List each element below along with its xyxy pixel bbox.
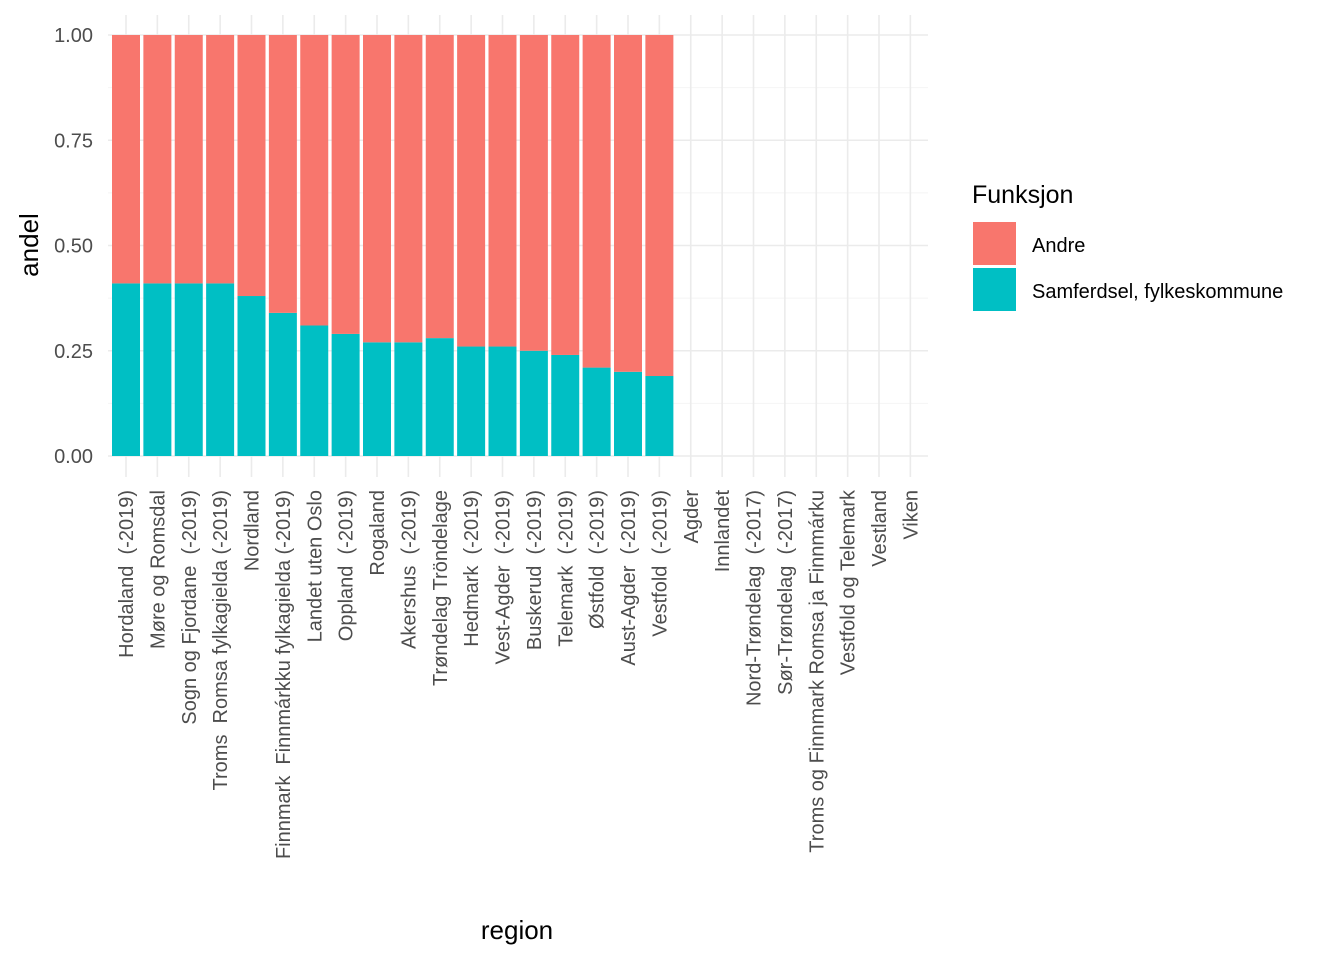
x-tick-label: Innlandet xyxy=(712,490,734,573)
bar-segment xyxy=(582,35,611,368)
y-tick-label: 0.00 xyxy=(54,446,93,468)
y-tick-label: 0.75 xyxy=(54,130,93,152)
bar-segment xyxy=(614,35,642,372)
bar-segment xyxy=(645,376,674,456)
bar-segment xyxy=(268,312,297,456)
legend-title: Funksjon xyxy=(972,181,1073,209)
x-tick-label: Oppland (-2019) xyxy=(336,490,358,641)
x-tick-label: Buskerud (-2019) xyxy=(524,490,546,650)
x-tick-label: Finnmark Finnmárkku fylkagielda (-2019) xyxy=(273,490,295,859)
x-tick-label: Hedmark (-2019) xyxy=(461,490,483,647)
y-axis-ticks: 0.00 0.25 0.50 0.75 1.00 xyxy=(54,25,93,468)
bar-segment xyxy=(300,35,329,326)
bar-segment xyxy=(645,35,674,377)
bar-segment xyxy=(363,35,391,343)
legend: Funksjon Andre Samferdsel, fylkeskommune xyxy=(972,181,1283,311)
x-tick-label: Viken xyxy=(900,490,922,540)
bar-segment xyxy=(519,350,548,456)
x-tick-label: Akershus (-2019) xyxy=(398,490,420,649)
x-tick-label: Vestfold og Telemark xyxy=(838,489,860,675)
bar-segment xyxy=(237,296,266,456)
bar-segment xyxy=(206,283,235,456)
bar-segment xyxy=(206,35,235,284)
x-axis-title: region xyxy=(481,915,553,945)
legend-label: Samferdsel, fylkeskommune xyxy=(1032,281,1283,303)
bar-segment xyxy=(582,367,611,456)
bar-segment xyxy=(488,346,517,456)
bar-segment xyxy=(363,342,391,456)
bar-segment xyxy=(143,283,172,456)
bar-segment xyxy=(174,283,203,456)
legend-swatch xyxy=(973,268,1016,311)
bar-segment xyxy=(614,371,642,456)
bar-segment xyxy=(174,35,203,284)
x-tick-label: Landet uten Oslo xyxy=(304,490,326,642)
y-tick-label: 1.00 xyxy=(54,25,93,47)
bar-segment xyxy=(519,35,548,351)
bar-segment xyxy=(112,283,140,456)
x-tick-label: Møre og Romsdal xyxy=(147,490,169,649)
bar-segment xyxy=(237,35,266,297)
y-tick-label: 0.25 xyxy=(54,341,93,363)
bar-segment xyxy=(551,35,580,355)
bar-segment xyxy=(268,35,297,313)
legend-label: Andre xyxy=(1032,235,1085,257)
x-tick-label: Østfold (-2019) xyxy=(587,490,609,629)
x-tick-label: Hordaland (-2019) xyxy=(116,490,138,658)
bar-segment xyxy=(143,35,172,284)
bar-segment xyxy=(331,333,360,456)
x-tick-label: Sør-Trøndelag (-2017) xyxy=(775,490,797,695)
x-tick-label: Nordland xyxy=(242,490,264,571)
bar-segment xyxy=(457,346,486,456)
bar-segment xyxy=(394,342,423,456)
x-tick-label: Sogn og Fjordane (-2019) xyxy=(179,490,201,725)
bar-segment xyxy=(394,35,423,343)
x-tick-label: Rogaland xyxy=(367,490,389,576)
bar-segment xyxy=(551,354,580,456)
x-tick-label: Aust-Agder (-2019) xyxy=(618,490,640,666)
bar-segment xyxy=(488,35,517,347)
x-axis-ticks: Hordaland (-2019) Møre og Romsdal Sogn og … xyxy=(116,489,922,859)
legend-swatch xyxy=(973,222,1016,265)
x-tick-label: Agder xyxy=(681,490,703,544)
bar-segment xyxy=(331,35,360,334)
x-tick-label: Vestfold (-2019) xyxy=(649,490,671,637)
x-tick-label: Telemark (-2019) xyxy=(555,490,577,647)
x-tick-label: Trøndelag Tröndelage xyxy=(430,490,452,686)
x-tick-label: Vestland xyxy=(869,490,891,567)
y-tick-label: 0.50 xyxy=(54,236,93,258)
x-tick-label: Nord-Trøndelag (-2017) xyxy=(744,490,766,706)
bar-segment xyxy=(425,35,454,339)
x-tick-label: Vest-Agder (-2019) xyxy=(493,490,515,665)
x-tick-label: Troms Romsa fylkagielda (-2019) xyxy=(210,490,232,790)
bar-segment xyxy=(300,325,329,456)
bar-segment xyxy=(112,35,140,284)
x-tick-label: Troms og Finnmark Romsa ja Finnmárku xyxy=(806,490,828,853)
bar-segment xyxy=(425,338,454,456)
legend-items: Andre Samferdsel, fylkeskommune xyxy=(973,222,1283,311)
bars xyxy=(112,35,674,456)
y-axis-title: andel xyxy=(14,213,44,277)
bar-segment xyxy=(457,35,486,347)
